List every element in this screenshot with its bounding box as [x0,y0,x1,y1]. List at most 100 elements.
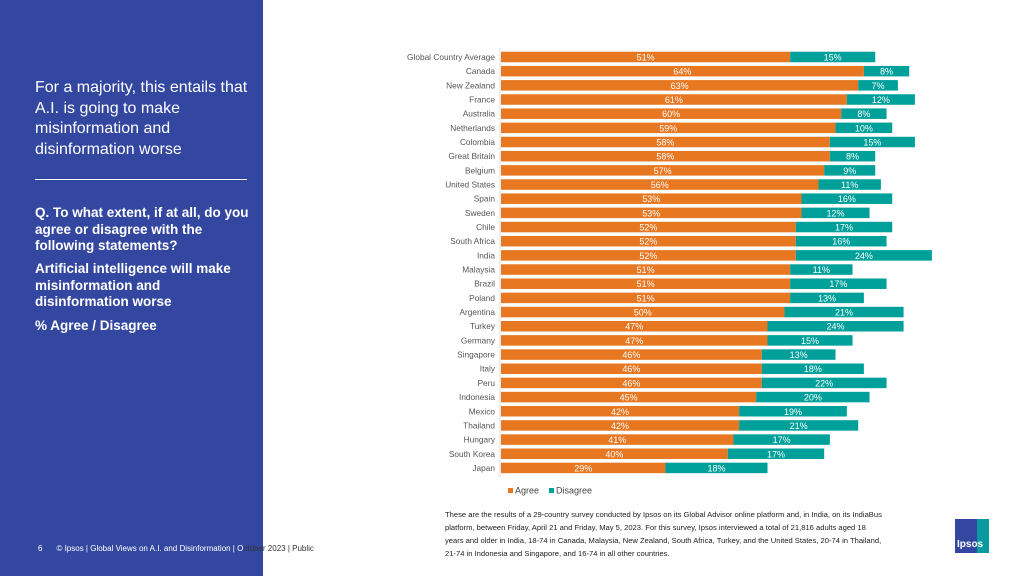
data-label: 15% [824,53,842,63]
data-label: 17% [835,223,853,233]
bar-disagree [829,136,915,148]
bar-agree [501,320,768,332]
category-label: Brazil [474,279,495,289]
data-label: 19% [784,407,802,417]
category-label: Germany [461,335,496,345]
bar-agree [501,363,762,374]
bar-disagree [761,363,864,374]
data-label: 11% [813,265,830,275]
bar-agree [501,136,830,148]
bar-disagree [739,420,859,431]
bar-agree [501,420,740,431]
bar-agree [501,65,864,77]
data-label: 58% [656,138,674,148]
category-label: Thailand [463,420,495,430]
data-label: 51% [637,53,655,63]
bar-agree [501,165,825,176]
bar-disagree [835,122,893,134]
bar-disagree [795,250,932,261]
data-label: 21% [835,308,853,318]
category-label: India [477,250,495,260]
bar-agree [501,179,819,190]
data-label: 12% [872,95,890,105]
bar-agree [501,335,768,346]
data-label: 22% [815,378,833,388]
data-label: 47% [625,322,643,332]
bar-agree [501,278,791,289]
bar-agree [501,306,785,318]
headline: For a majority, this entails that A.I. i… [35,79,248,158]
data-label: 11% [841,180,858,190]
data-label: 52% [639,251,657,261]
data-label: 50% [634,308,652,318]
category-label: Malaysia [462,265,495,275]
data-label: 29% [574,463,592,473]
bar-agree [501,434,734,445]
measure-text: % Agree / Disagree [35,318,157,333]
data-label: 51% [637,265,655,275]
data-label: 16% [832,237,850,247]
data-label: 56% [651,180,669,190]
data-label: 41% [608,435,626,445]
bar-disagree [767,335,853,346]
category-label: Japan [472,463,495,473]
data-label: 8% [846,152,859,162]
bar-disagree [829,150,876,162]
bar-disagree [790,278,887,289]
bar-agree [501,51,791,63]
bar-disagree [841,108,887,119]
data-label: 18% [707,463,725,473]
data-label: 18% [804,364,822,374]
bar-agree [501,292,791,304]
category-label: Chile [476,222,495,232]
bar-disagree [739,406,847,417]
bar-agree [501,80,859,91]
data-label: 7% [872,81,885,91]
data-label: 57% [654,166,672,176]
category-label: Sweden [465,208,495,218]
data-label: 10% [855,123,873,133]
bar-disagree [727,448,825,460]
category-label: France [469,95,495,105]
bar-disagree [795,221,893,233]
data-label: 9% [843,166,856,176]
data-label: 40% [605,449,623,459]
bar-disagree [767,320,904,332]
data-label: 63% [671,81,689,91]
data-label: 17% [773,435,791,445]
bar-disagree [801,193,893,204]
data-label: 61% [665,95,683,105]
data-label: 24% [855,251,873,261]
question-text: Q. To what extent, if at all, do you agr… [35,205,249,253]
bar-agree [501,122,836,134]
data-label: 53% [642,194,660,204]
bar-agree [501,264,791,275]
data-label: 46% [622,378,640,388]
footer-text-continued: ctober 2023 | Public [243,544,314,553]
data-label: 16% [838,194,856,204]
bar-disagree [665,462,768,474]
category-label: Canada [466,66,495,76]
data-label: 47% [625,336,643,346]
bar-disagree [846,94,915,105]
data-label: 20% [804,393,822,403]
data-label: 64% [673,67,691,77]
bar-agree [501,221,796,233]
category-label: Spain [474,194,496,204]
bar-disagree [824,165,876,176]
footer: 6 © Ipsos | Global Views on A.I. and Disi… [38,544,314,553]
bar-agree [501,150,830,162]
category-label: New Zealand [446,80,495,90]
data-label: 45% [620,393,638,403]
category-label: Argentina [459,307,495,317]
bar-agree [501,207,802,219]
category-label: Italy [480,364,496,374]
category-label: Global Country Average [407,52,495,62]
category-label: Turkey [470,321,496,331]
data-label: 8% [880,67,893,77]
bar-agree [501,391,757,403]
data-label: 8% [857,109,870,119]
bar-agree [501,94,847,105]
category-label: Colombia [460,137,495,147]
